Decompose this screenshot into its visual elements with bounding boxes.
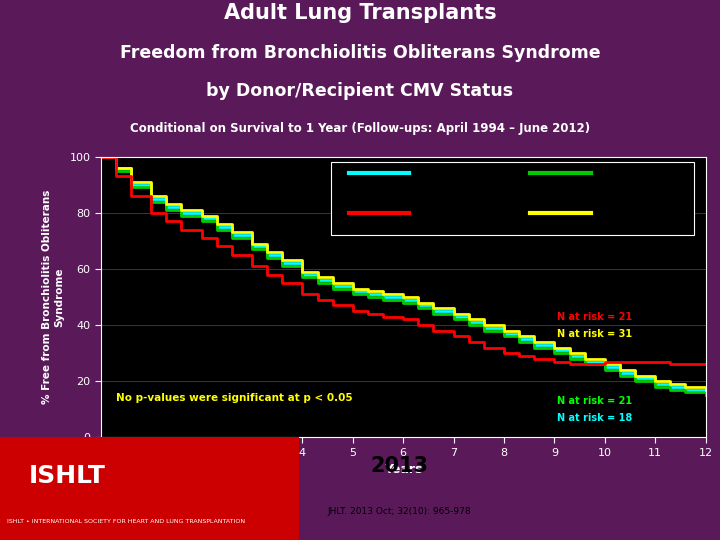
Text: N at risk = 31: N at risk = 31: [557, 328, 632, 339]
Text: Conditional on Survival to 1 Year (Follow-ups: April 1994 – June 2012): Conditional on Survival to 1 Year (Follo…: [130, 123, 590, 136]
Text: N at risk = 18: N at risk = 18: [557, 413, 632, 423]
Text: 2013: 2013: [371, 456, 428, 476]
Text: Freedom from Bronchiolitis Obliterans Syndrome: Freedom from Bronchiolitis Obliterans Sy…: [120, 44, 600, 62]
Text: Adult Lung Transplants: Adult Lung Transplants: [224, 3, 496, 23]
Bar: [330, 162, 693, 235]
Text: N at risk = 21: N at risk = 21: [557, 312, 632, 322]
X-axis label: Years: Years: [384, 463, 423, 476]
Text: by Donor/Recipient CMV Status: by Donor/Recipient CMV Status: [207, 82, 513, 100]
Text: No p-values were significant at p < 0.05: No p-values were significant at p < 0.05: [116, 393, 353, 403]
Text: ISHLT • INTERNATIONAL SOCIETY FOR HEART AND LUNG TRANSPLANTATION: ISHLT • INTERNATIONAL SOCIETY FOR HEART …: [7, 519, 246, 524]
Text: JHLT. 2013 Oct; 32(10): 965-978: JHLT. 2013 Oct; 32(10): 965-978: [328, 507, 472, 516]
Text: N at risk = 21: N at risk = 21: [557, 396, 632, 406]
Text: ISHLT: ISHLT: [29, 464, 106, 488]
Bar: [0, 437, 299, 540]
Y-axis label: % Free from Bronchiolitis Obliterans
Syndrome: % Free from Bronchiolitis Obliterans Syn…: [42, 190, 64, 404]
